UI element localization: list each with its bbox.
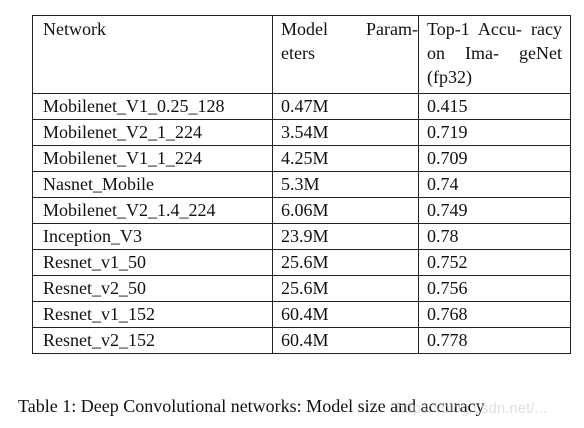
cell-accuracy: 0.778 [418,327,571,354]
cell-parameters: 0.47M [272,93,419,120]
table-row: Resnet_v2_50 25.6M 0.756 [32,275,571,302]
cell-network: Mobilenet_V1_0.25_128 [32,93,273,120]
cell-network: Inception_V3 [32,223,273,250]
cell-accuracy: 0.709 [418,145,571,172]
cell-parameters: 25.6M [272,275,419,302]
table-header-row: Network Model Param- eters Top-1 Accu- r… [32,15,571,94]
cell-parameters: 6.06M [272,197,419,224]
cell-network: Mobilenet_V2_1_224 [32,119,273,146]
model-accuracy-table: Network Model Param- eters Top-1 Accu- r… [32,15,571,354]
cell-accuracy: 0.756 [418,275,571,302]
table-caption: Table 1: Deep Convolutional networks: Mo… [18,396,485,416]
table-row: Mobilenet_V1_0.25_128 0.47M 0.415 [32,93,571,120]
cell-network: Mobilenet_V1_1_224 [32,145,273,172]
cell-network: Nasnet_Mobile [32,171,273,198]
cell-parameters: 5.3M [272,171,419,198]
header-model-parameters: Model Param- eters [272,15,419,94]
table-row: Mobilenet_V2_1_224 3.54M 0.719 [32,119,571,146]
header-network-text: Network [43,19,106,39]
cell-accuracy: 0.752 [418,249,571,276]
header-top1-accuracy-text: Top-1 Accu- racy on Ima- geNet (fp32) [427,19,562,87]
table-row: Inception_V3 23.9M 0.78 [32,223,571,250]
table-row: Resnet_v1_152 60.4M 0.768 [32,301,571,328]
cell-network: Resnet_v1_152 [32,301,273,328]
watermark-text: https://blog.csdn.net/... [396,400,547,417]
cell-accuracy: 0.74 [418,171,571,198]
table-row: Resnet_v2_152 60.4M 0.778 [32,327,571,354]
cell-parameters: 60.4M [272,327,419,354]
cell-accuracy: 0.415 [418,93,571,120]
cell-network: Resnet_v1_50 [32,249,273,276]
cell-accuracy: 0.768 [418,301,571,328]
results-table-wrapper: Network Model Param- eters Top-1 Accu- r… [32,15,571,354]
table-row: Mobilenet_V2_1.4_224 6.06M 0.749 [32,197,571,224]
cell-parameters: 3.54M [272,119,419,146]
cell-parameters: 60.4M [272,301,419,328]
cell-network: Resnet_v2_152 [32,327,273,354]
cell-parameters: 23.9M [272,223,419,250]
cell-network: Resnet_v2_50 [32,275,273,302]
table-row: Nasnet_Mobile 5.3M 0.74 [32,171,571,198]
header-model-parameters-text: Model Param- eters [281,19,418,63]
header-network: Network [32,15,273,94]
cell-accuracy: 0.749 [418,197,571,224]
cell-network: Mobilenet_V2_1.4_224 [32,197,273,224]
header-top1-accuracy: Top-1 Accu- racy on Ima- geNet (fp32) [418,15,571,94]
table-row: Mobilenet_V1_1_224 4.25M 0.709 [32,145,571,172]
cell-accuracy: 0.719 [418,119,571,146]
cell-parameters: 25.6M [272,249,419,276]
table-body: Mobilenet_V1_0.25_128 0.47M 0.415 Mobile… [32,93,571,354]
cell-accuracy: 0.78 [418,223,571,250]
table-row: Resnet_v1_50 25.6M 0.752 [32,249,571,276]
cell-parameters: 4.25M [272,145,419,172]
